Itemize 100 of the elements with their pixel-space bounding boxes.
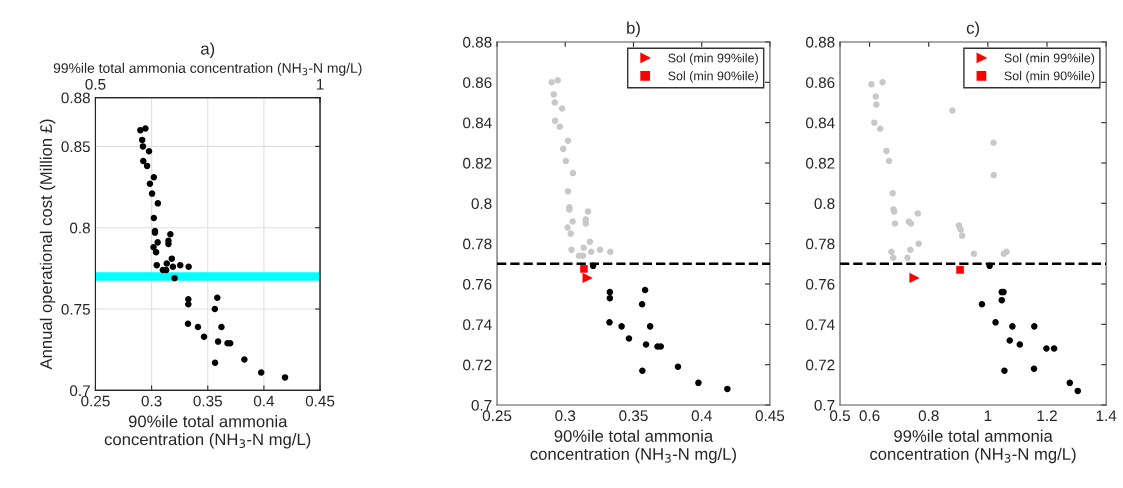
x-tick-label: 0.4	[253, 395, 275, 407]
y-tick-label: 0.7	[471, 399, 492, 411]
point	[564, 187, 572, 195]
chart-title: b)	[627, 21, 640, 38]
point	[241, 356, 248, 363]
point	[889, 254, 897, 262]
point	[153, 261, 161, 269]
point	[185, 263, 192, 271]
x-tick-label: 0.8	[918, 410, 939, 422]
point	[582, 220, 589, 227]
point	[990, 139, 997, 147]
point	[724, 385, 731, 393]
point	[150, 174, 158, 181]
point	[211, 359, 219, 366]
x-axis-title: 99%ile total ammonia concentration (NH$_{3}$-N mg/L)	[870, 429, 1076, 464]
chart-title: a)	[201, 42, 215, 58]
point	[580, 265, 588, 273]
point	[145, 148, 153, 155]
point	[891, 220, 899, 227]
point	[876, 125, 884, 132]
point	[873, 101, 880, 108]
point	[1043, 345, 1050, 352]
point	[148, 190, 156, 197]
point	[885, 157, 893, 165]
point	[168, 255, 176, 262]
x-tick-label: 0.3	[141, 395, 162, 407]
point	[567, 230, 574, 237]
point	[871, 119, 878, 126]
point	[551, 117, 559, 124]
y-tick-label: 0.88	[463, 36, 492, 48]
legend-label: Sol (min 90%ile)	[1004, 71, 1095, 83]
legend-label: Sol (min 99%ile)	[1004, 53, 1095, 65]
point	[674, 363, 682, 370]
y-tick-label: 0.76	[463, 278, 492, 290]
point	[990, 171, 998, 179]
point	[978, 300, 986, 308]
x-tick-label: 1.2	[1037, 410, 1057, 421]
point	[140, 157, 147, 165]
point	[281, 374, 289, 381]
point	[200, 333, 208, 340]
x-tick-label: 0.6	[859, 410, 880, 422]
point	[176, 261, 184, 269]
y-tick-label: 0.8	[69, 222, 90, 234]
y-axis-title: Annual operational cost (Million £)	[39, 119, 56, 370]
point	[888, 248, 895, 255]
point	[554, 77, 562, 84]
point	[169, 263, 177, 271]
point	[606, 288, 614, 296]
point	[214, 338, 222, 345]
point	[958, 232, 966, 239]
point	[992, 319, 999, 326]
x-tick-label: 0.35	[193, 395, 222, 407]
x-tick-label: 0.25	[81, 395, 110, 407]
x-tick-label: 0.45	[305, 395, 335, 407]
x-tick-label: 1	[984, 410, 992, 421]
point	[556, 123, 564, 130]
point	[907, 246, 914, 253]
point	[638, 300, 646, 308]
y-tick-label: 0.8	[471, 198, 492, 210]
point	[915, 240, 922, 247]
point	[559, 145, 567, 153]
point	[154, 239, 161, 246]
x2-axis-title: 99%ile total ammonia concentration (NH$_{3}$-N mg/L)	[53, 62, 362, 76]
point	[596, 246, 604, 253]
x-tick-label: 0.4	[691, 410, 712, 422]
point	[150, 214, 158, 222]
point	[956, 266, 964, 274]
legend-label: Sol (min 90%ile)	[668, 71, 758, 83]
point	[582, 272, 593, 284]
y-tick-label: 0.85	[61, 141, 90, 153]
y-tick-label: 0.75	[61, 303, 90, 315]
y-tick-label: 0.88	[61, 92, 90, 104]
x-tick-label: 0.35	[619, 410, 648, 422]
x-axis-title: 90%ile total ammonia concentration (NH$_{3}$-N mg/L)	[530, 429, 736, 464]
point	[548, 79, 555, 86]
point	[569, 218, 576, 225]
point	[1050, 345, 1058, 352]
point	[143, 162, 151, 170]
point	[139, 143, 147, 150]
y-tick-label: 0.78	[806, 238, 835, 250]
point	[872, 93, 880, 100]
y-tick-label: 0.84	[463, 117, 492, 129]
point	[580, 244, 587, 251]
point	[142, 125, 149, 132]
point	[171, 274, 178, 282]
y-tick-label: 0.86	[806, 77, 835, 88]
x-tick-label: 0.45	[755, 410, 785, 422]
point	[257, 369, 265, 376]
point	[914, 210, 922, 217]
y-tick-label: 0.7	[814, 399, 835, 411]
x2-tick-label: 1	[316, 79, 324, 90]
point	[883, 147, 890, 155]
x-tick-label: 0.5	[829, 410, 850, 422]
point	[211, 305, 219, 313]
point	[146, 180, 154, 188]
point	[1066, 379, 1074, 387]
point	[641, 286, 649, 294]
y-tick-label: 0.72	[463, 359, 492, 371]
point	[184, 320, 192, 327]
point	[998, 296, 1006, 304]
